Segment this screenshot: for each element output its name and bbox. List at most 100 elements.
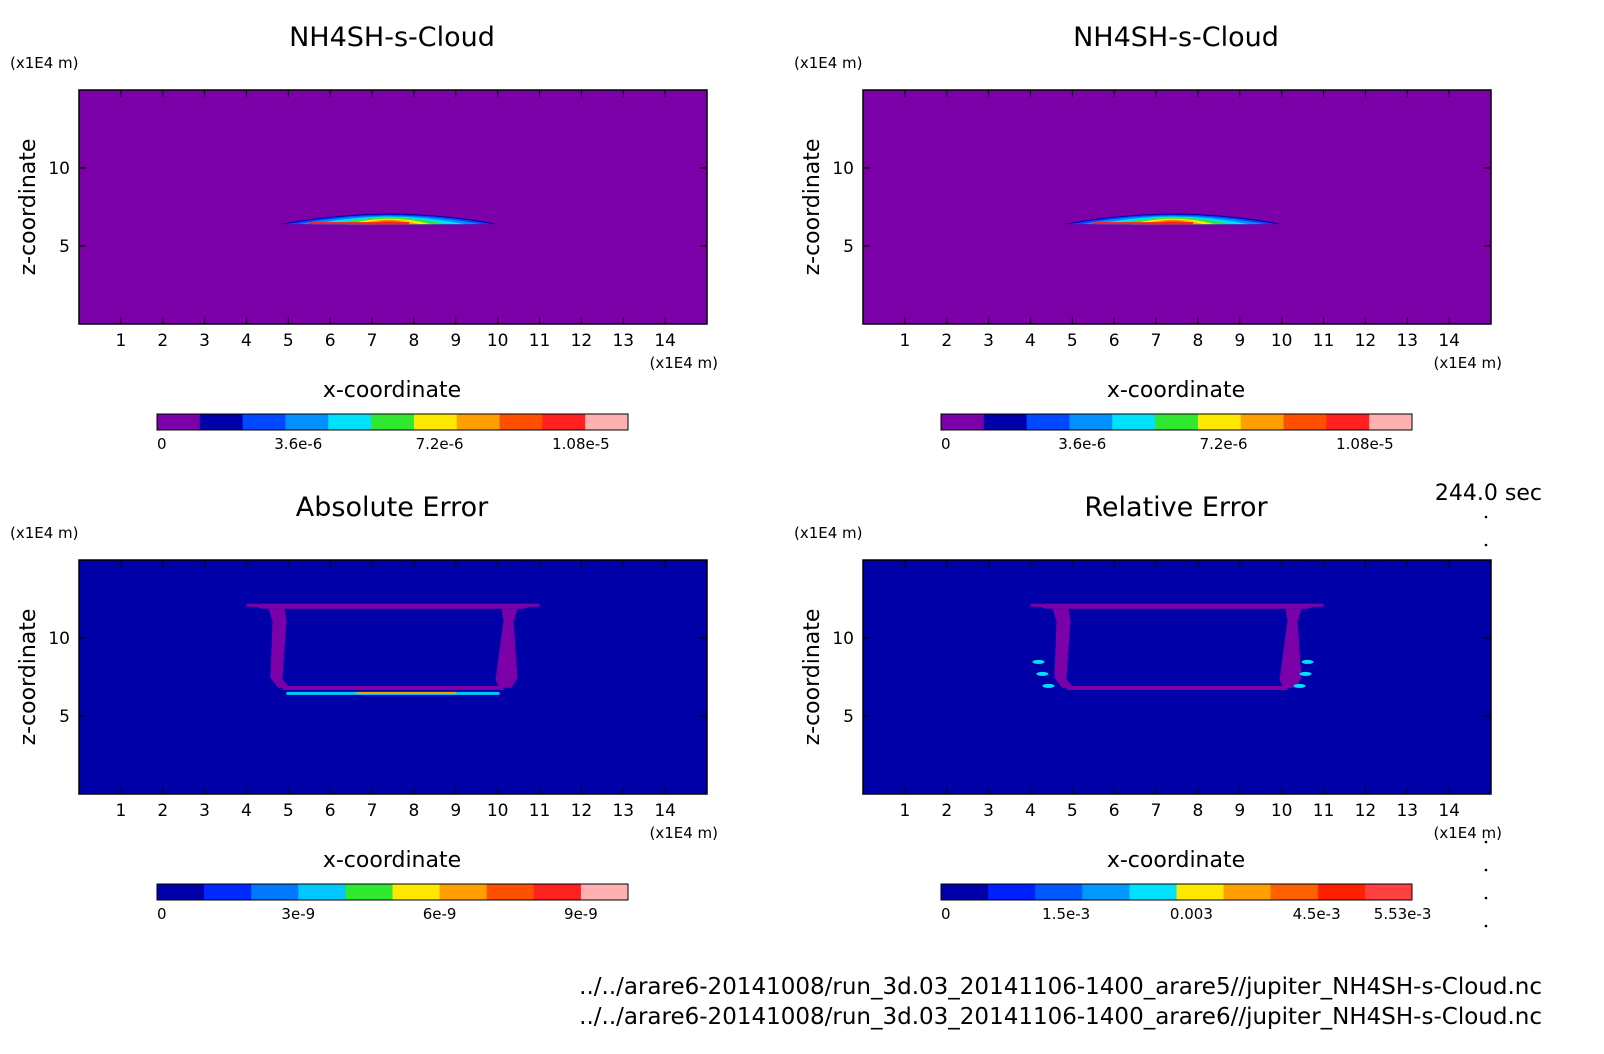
heatmap-background <box>79 90 707 324</box>
colorbar-segment <box>199 414 244 430</box>
colorbar-tick-label: 1.5e-3 <box>1042 905 1090 923</box>
rel-error-spot-3 <box>1042 683 1055 688</box>
colorbar-tick-label: 0 <box>941 905 951 923</box>
colorbar-segment <box>251 884 299 900</box>
error-frame-right <box>1279 608 1302 688</box>
x-tick-label: 11 <box>529 331 551 351</box>
colorbar-segment <box>1026 414 1070 430</box>
x-tick-label: 14 <box>654 331 676 351</box>
colorbar-tick-label: 7.2e-6 <box>416 435 464 453</box>
colorbar-tick-label: 5.53e-3 <box>1374 905 1432 923</box>
x-tick-label: 2 <box>157 331 168 351</box>
x-tick-label: 14 <box>1438 801 1460 821</box>
colorbar-segment <box>242 414 286 430</box>
y-tick-label: 5 <box>59 237 70 257</box>
colorbar-tick-label: 6e-9 <box>423 905 457 923</box>
x-tick-label: 2 <box>157 801 168 821</box>
x-tick-label: 14 <box>654 801 676 821</box>
x-tick-label: 7 <box>1151 801 1162 821</box>
edge-dot-6 <box>1484 924 1488 928</box>
y-unit-label: (x1E4 m) <box>10 524 79 542</box>
x-tick-label: 12 <box>571 331 593 351</box>
x-tick-label: 11 <box>1313 331 1335 351</box>
colorbar-segment <box>345 884 393 900</box>
x-tick-label: 5 <box>283 331 294 351</box>
colorbar-segment <box>204 884 252 900</box>
x-tick-label: 13 <box>612 331 634 351</box>
x-tick-label: 7 <box>367 331 378 351</box>
y-tick-label: 5 <box>843 237 854 257</box>
rel-error-spot-4 <box>1301 659 1314 664</box>
edge-dot-3 <box>1484 840 1488 844</box>
colorbar-segment <box>1326 414 1370 430</box>
x-tick-label: 8 <box>1193 331 1204 351</box>
error-frame-bottom <box>282 685 504 690</box>
colorbar-segment <box>298 884 346 900</box>
colorbar-segment <box>983 414 1028 430</box>
x-axis-label: x-coordinate <box>1107 848 1245 873</box>
x-tick-label: 10 <box>1271 801 1293 821</box>
colorbar-tick-label: 0.003 <box>1170 905 1213 923</box>
x-tick-label: 1 <box>899 801 910 821</box>
y-tick-label: 5 <box>59 707 70 727</box>
source-file-line-1: ../../arare6-20141008/run_3d.03_20141106… <box>579 974 1542 1000</box>
edge-dot-2 <box>1484 543 1488 547</box>
colorbar-segment <box>392 884 441 900</box>
colorbar-segment <box>1283 414 1327 430</box>
rel-error-spot-5 <box>1299 671 1312 676</box>
x-tick-label: 5 <box>1067 801 1078 821</box>
colorbar-segment <box>1223 884 1272 900</box>
y-axis-label: z-coordinate <box>16 609 41 746</box>
edge-dot-5 <box>1484 896 1488 900</box>
y-tick-label: 10 <box>832 159 854 179</box>
colorbar-frame <box>156 883 629 901</box>
y-tick-label: 5 <box>843 707 854 727</box>
x-tick-label: 6 <box>325 801 336 821</box>
x-tick-label: 4 <box>1025 331 1036 351</box>
x-tick-label: 12 <box>1355 331 1377 351</box>
colorbar-tick-label: 3e-9 <box>281 905 315 923</box>
abs-error-peak <box>356 691 457 694</box>
colorbar-tick-label: 3.6e-6 <box>1058 435 1106 453</box>
x-axis-label: x-coordinate <box>323 378 461 403</box>
x-tick-label: 10 <box>487 801 509 821</box>
plot-frame <box>862 89 1492 325</box>
colorbar-segment <box>456 414 501 430</box>
colorbar-segment <box>328 414 372 430</box>
x-unit-label: (x1E4 m) <box>649 354 718 372</box>
rel-error-spot-1 <box>1032 659 1045 664</box>
y-unit-label: (x1E4 m) <box>794 54 863 72</box>
colorbar-segment <box>941 414 985 430</box>
colorbar-frame <box>156 413 629 431</box>
chart-panel-1: NH4SH-s-Cloud(x1E4 m)1 2 3 4 5 6 7 8 9 10 11 12 13 14… <box>10 22 718 453</box>
colorbar-tick-label: 0 <box>941 435 951 453</box>
y-axis-label: z-coordinate <box>800 609 825 746</box>
x-unit-label: (x1E4 m) <box>649 824 718 842</box>
chart-panel-3: Absolute Error(x1E4 m)1 2 3 4 5 6 7 8 9 10 11 12 13 1… <box>10 492 718 923</box>
rel-error-spot-2 <box>1036 671 1049 676</box>
colorbar-segment <box>157 884 205 900</box>
x-tick-label: 8 <box>409 801 420 821</box>
heatmap-background <box>863 560 1491 794</box>
colorbar-tick-label: 1.08e-5 <box>552 435 610 453</box>
edge-dot-4 <box>1484 868 1488 872</box>
x-tick-label: 4 <box>241 331 252 351</box>
x-tick-label: 4 <box>1025 801 1036 821</box>
y-axis-label: z-coordinate <box>800 139 825 276</box>
x-tick-label: 2 <box>941 331 952 351</box>
colorbar-segment <box>585 414 629 430</box>
time-label: 244.0 sec <box>1435 481 1542 506</box>
x-tick-label: 13 <box>612 801 634 821</box>
x-tick-label: 7 <box>1151 331 1162 351</box>
x-tick-label: 8 <box>1193 801 1204 821</box>
source-file-line-2: ../../arare6-20141008/run_3d.03_20141106… <box>579 1004 1542 1030</box>
x-tick-label: 12 <box>1355 801 1377 821</box>
colorbar-segment <box>1035 884 1083 900</box>
colorbar-segment <box>941 884 989 900</box>
x-axis-label: x-coordinate <box>323 848 461 873</box>
colorbar-segment <box>486 884 535 900</box>
colorbar-segment <box>1317 884 1366 900</box>
x-tick-label: 14 <box>1438 331 1460 351</box>
x-tick-label: 10 <box>1271 331 1293 351</box>
x-tick-label: 3 <box>199 331 210 351</box>
